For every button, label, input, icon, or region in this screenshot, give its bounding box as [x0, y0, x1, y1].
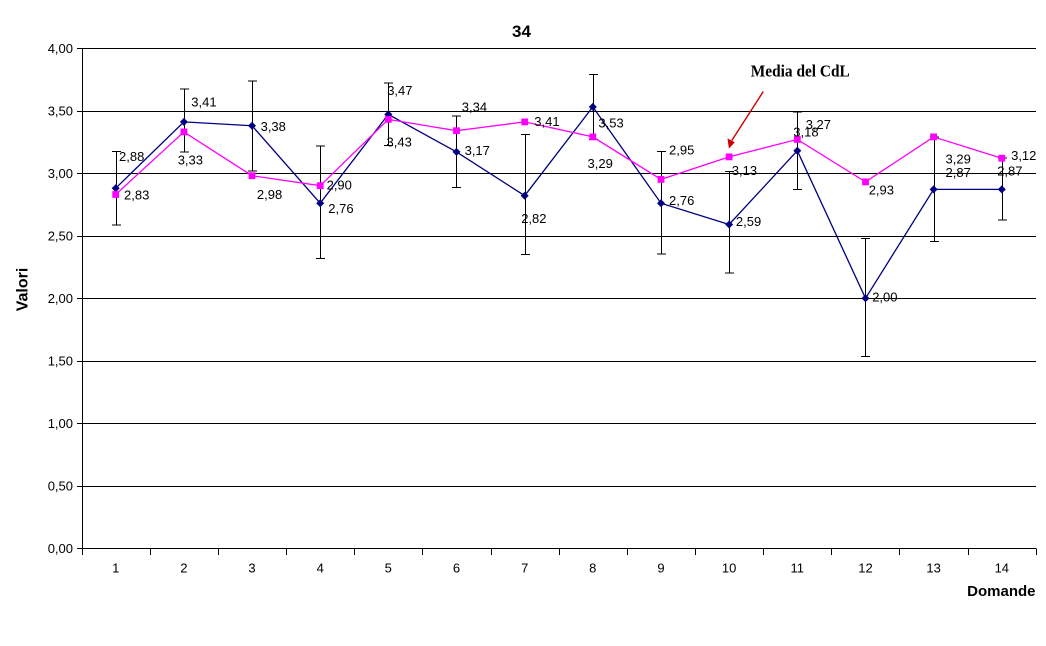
svg-text:2,59: 2,59 [736, 214, 761, 229]
svg-text:2,87: 2,87 [946, 165, 971, 180]
svg-text:3,18: 3,18 [793, 124, 818, 139]
svg-text:2,93: 2,93 [869, 183, 894, 198]
svg-text:3,29: 3,29 [588, 156, 613, 171]
svg-text:3: 3 [248, 560, 255, 575]
svg-text:2,90: 2,90 [327, 177, 352, 192]
svg-text:13: 13 [926, 560, 940, 575]
svg-text:6: 6 [453, 560, 460, 575]
svg-text:Media del CdL: Media del CdL [751, 62, 850, 81]
svg-text:8: 8 [589, 560, 596, 575]
svg-text:4,00: 4,00 [48, 41, 73, 56]
svg-text:3,41: 3,41 [534, 114, 559, 129]
svg-text:Domande: Domande [967, 583, 1035, 600]
svg-text:2,98: 2,98 [257, 187, 282, 202]
svg-text:2,76: 2,76 [328, 201, 353, 216]
svg-text:2,00: 2,00 [48, 291, 73, 306]
svg-text:3,34: 3,34 [462, 99, 487, 114]
svg-text:2,82: 2,82 [521, 211, 546, 226]
svg-text:3,50: 3,50 [48, 104, 73, 119]
svg-text:7: 7 [521, 560, 528, 575]
svg-text:14: 14 [995, 560, 1009, 575]
svg-text:1: 1 [112, 560, 119, 575]
svg-text:1,00: 1,00 [48, 416, 73, 431]
svg-text:2,88: 2,88 [119, 149, 144, 164]
svg-text:3,38: 3,38 [261, 119, 286, 134]
svg-text:34: 34 [512, 22, 531, 41]
svg-text:2: 2 [180, 560, 187, 575]
svg-text:2,83: 2,83 [124, 188, 149, 203]
svg-text:0,50: 0,50 [48, 479, 73, 494]
svg-text:1,50: 1,50 [48, 354, 73, 369]
svg-text:2,50: 2,50 [48, 229, 73, 244]
svg-text:12: 12 [858, 560, 872, 575]
svg-text:Valori: Valori [15, 268, 32, 312]
svg-text:2,95: 2,95 [669, 143, 694, 158]
svg-text:2,87: 2,87 [997, 164, 1022, 179]
svg-text:3,27: 3,27 [806, 117, 831, 132]
svg-text:3,47: 3,47 [387, 83, 412, 98]
svg-text:3,12: 3,12 [1011, 148, 1036, 163]
svg-text:9: 9 [657, 560, 664, 575]
svg-text:4: 4 [317, 560, 324, 575]
svg-text:3,43: 3,43 [387, 134, 412, 149]
svg-text:3,00: 3,00 [48, 166, 73, 181]
svg-text:3,41: 3,41 [191, 94, 216, 109]
svg-text:2,00: 2,00 [872, 290, 897, 305]
svg-text:3,53: 3,53 [598, 116, 623, 131]
svg-text:10: 10 [722, 560, 736, 575]
svg-text:11: 11 [791, 560, 805, 575]
svg-text:3,13: 3,13 [732, 163, 757, 178]
svg-text:5: 5 [385, 560, 392, 575]
svg-text:3,33: 3,33 [178, 153, 203, 168]
svg-text:0,00: 0,00 [48, 541, 73, 556]
svg-text:3,17: 3,17 [465, 143, 490, 158]
svg-text:3,29: 3,29 [946, 152, 971, 167]
svg-text:2,76: 2,76 [669, 193, 694, 208]
